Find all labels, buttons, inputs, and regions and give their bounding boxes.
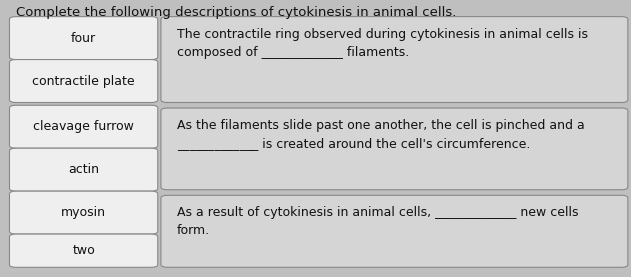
FancyBboxPatch shape xyxy=(161,195,628,267)
Text: As the filaments slide past one another, the cell is pinched and a
_____________: As the filaments slide past one another,… xyxy=(177,119,584,150)
Text: cleavage furrow: cleavage furrow xyxy=(33,120,134,133)
FancyBboxPatch shape xyxy=(9,234,158,267)
FancyBboxPatch shape xyxy=(161,17,628,102)
FancyBboxPatch shape xyxy=(9,105,158,148)
Text: contractile plate: contractile plate xyxy=(32,75,135,88)
FancyBboxPatch shape xyxy=(161,108,628,190)
FancyBboxPatch shape xyxy=(9,60,158,102)
FancyBboxPatch shape xyxy=(9,17,158,60)
FancyBboxPatch shape xyxy=(9,191,158,234)
Text: Complete the following descriptions of cytokinesis in animal cells.: Complete the following descriptions of c… xyxy=(16,6,456,19)
FancyBboxPatch shape xyxy=(9,148,158,191)
Text: two: two xyxy=(72,244,95,257)
Text: myosin: myosin xyxy=(61,206,106,219)
Text: actin: actin xyxy=(68,163,99,176)
Text: The contractile ring observed during cytokinesis in animal cells is
composed of : The contractile ring observed during cyt… xyxy=(177,28,587,59)
Text: As a result of cytokinesis in animal cells, _____________ new cells
form.: As a result of cytokinesis in animal cel… xyxy=(177,206,578,237)
Text: four: four xyxy=(71,32,96,45)
